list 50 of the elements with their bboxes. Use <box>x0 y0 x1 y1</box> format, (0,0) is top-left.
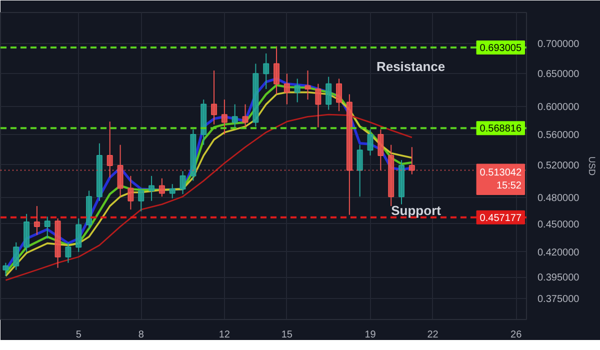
candlestick <box>263 52 270 90</box>
y-tick-label: 0.560000 <box>538 130 580 142</box>
ref-line-label: 0.513042 15:52 <box>480 167 522 192</box>
x-tick-label: 8 <box>138 330 144 340</box>
candlestick <box>13 242 20 270</box>
x-tick-label: 22 <box>427 330 439 340</box>
candlestick <box>356 144 363 198</box>
y-tick-label: 0.480000 <box>538 192 580 204</box>
candlestick <box>367 128 374 156</box>
annotation: Resistance <box>376 58 446 74</box>
candlestick <box>242 104 248 130</box>
x-tick-label: 5 <box>76 330 82 340</box>
candlestick <box>44 216 50 240</box>
candlestick <box>138 188 144 212</box>
candlestick <box>336 78 342 112</box>
ref-line-label: 0.457177 <box>480 212 522 224</box>
candlestick <box>148 175 155 202</box>
x-tick-label: 12 <box>218 330 230 340</box>
y-tick-label: 0.375000 <box>538 294 580 305</box>
candlestick <box>65 242 72 264</box>
candlestick <box>326 76 332 110</box>
y-tick-label: 0.520000 <box>538 160 580 172</box>
candlestick <box>2 262 9 277</box>
ref-line-label: 0.568816 <box>480 124 522 135</box>
y-tick-label: 0.395000 <box>538 272 580 284</box>
y-tick-label: 0.700000 <box>538 38 580 50</box>
candlestick <box>169 184 176 199</box>
x-tick-label: 19 <box>364 330 376 340</box>
annotation: Support <box>391 203 442 218</box>
candlestick <box>158 178 165 198</box>
candlestick <box>128 175 134 210</box>
y-tick-label: 0.600000 <box>538 102 580 113</box>
x-tick-label: 26 <box>510 330 522 340</box>
ref-line-label: 0.693005 <box>480 42 522 54</box>
candlestick <box>221 99 228 136</box>
candlestick <box>232 104 238 130</box>
y-tick-label: 0.420000 <box>538 247 580 258</box>
y-axis-title: USD <box>587 156 598 176</box>
candlestick <box>315 83 322 128</box>
x-tick-label: 15 <box>281 330 293 340</box>
y-tick-label: 0.450000 <box>538 219 580 230</box>
candlestick <box>294 78 300 103</box>
candlestick <box>274 46 280 95</box>
candlestick <box>284 73 290 105</box>
candlestick <box>34 206 40 236</box>
candlestick <box>211 70 218 125</box>
candlestick <box>304 70 311 100</box>
candlestick <box>76 218 82 252</box>
candlestick <box>180 170 186 195</box>
y-tick-label: 0.650000 <box>538 69 580 80</box>
